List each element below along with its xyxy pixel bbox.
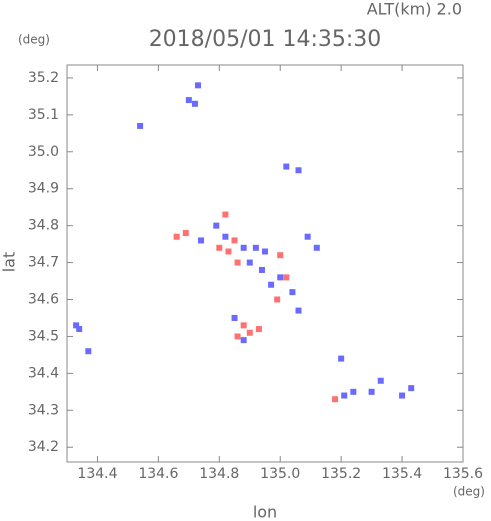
echo-point xyxy=(295,167,302,174)
y-tick-label: 34.4 xyxy=(28,365,59,381)
echo-point xyxy=(295,307,302,314)
x-tick-label: 134.8 xyxy=(199,466,239,482)
x-tick-label: 135.6 xyxy=(443,466,483,482)
y-label: lat xyxy=(0,252,19,273)
echo-point xyxy=(377,377,384,384)
echo-point xyxy=(173,233,180,240)
subtitle: ALT(km) 2.0 xyxy=(367,0,462,19)
echo-point xyxy=(76,326,83,333)
x-tick-label: 135.4 xyxy=(382,466,422,482)
echo-point xyxy=(222,233,229,240)
echo-point xyxy=(194,82,201,89)
echo-point xyxy=(262,248,268,255)
echo-point xyxy=(277,274,284,281)
echo-point xyxy=(191,100,198,107)
echo-point xyxy=(258,266,265,273)
echo-point xyxy=(289,289,296,296)
echo-point xyxy=(234,333,241,340)
echo-point xyxy=(231,314,238,321)
echo-point xyxy=(255,326,262,333)
echo-point xyxy=(341,392,348,399)
echo-point xyxy=(216,244,223,251)
y-unit: (deg) xyxy=(18,33,50,47)
echo-point xyxy=(231,237,238,244)
echo-point xyxy=(283,274,290,281)
x-tick-label: 135.2 xyxy=(321,466,361,482)
echo-point xyxy=(283,163,290,170)
echo-point xyxy=(268,281,275,288)
echo-point xyxy=(234,259,241,266)
x-tick-label: 135.0 xyxy=(260,466,300,482)
y-tick-label: 35.1 xyxy=(28,107,59,123)
chart-title: 2018/05/01 14:35:30 xyxy=(149,27,382,52)
plot-frame xyxy=(66,64,464,463)
echo-point xyxy=(185,97,192,104)
echo-point xyxy=(85,348,92,355)
echo-point xyxy=(73,322,80,329)
echo-point xyxy=(277,252,284,259)
y-tick-label: 34.3 xyxy=(28,402,59,418)
y-tick-label: 34.7 xyxy=(28,255,59,271)
x-label: lon xyxy=(253,503,277,521)
y-tick-label: 34.9 xyxy=(28,181,59,197)
x-tick-label: 134.6 xyxy=(138,466,178,482)
echo-point xyxy=(240,337,247,344)
echo-point xyxy=(246,329,253,336)
x-unit: (deg) xyxy=(453,485,485,499)
echo-point xyxy=(222,211,229,218)
echo-point xyxy=(246,259,253,266)
y-tick-label: 35.0 xyxy=(28,144,59,160)
echo-point xyxy=(240,322,247,329)
y-tick-label: 34.5 xyxy=(28,328,59,344)
echo-point xyxy=(350,388,357,395)
echo-point xyxy=(313,244,320,251)
echo-point xyxy=(274,296,281,303)
echo-point xyxy=(240,244,247,251)
echo-point xyxy=(182,230,189,237)
echo-point xyxy=(225,248,232,255)
echo-point xyxy=(137,122,144,129)
y-tick-label: 35.2 xyxy=(28,70,59,86)
echo-point xyxy=(332,396,339,403)
echo-point xyxy=(368,388,375,395)
echo-point xyxy=(252,244,259,251)
echo-point xyxy=(408,385,415,392)
echo-point xyxy=(304,233,311,240)
echo-point xyxy=(338,355,345,362)
echo-point xyxy=(213,222,220,229)
echo-point xyxy=(198,237,205,244)
x-tick-label: 134.4 xyxy=(77,466,117,482)
y-tick-label: 34.6 xyxy=(28,292,59,308)
echo-point xyxy=(399,392,406,399)
y-tick-label: 34.2 xyxy=(28,439,59,455)
y-tick-label: 34.8 xyxy=(28,218,59,234)
